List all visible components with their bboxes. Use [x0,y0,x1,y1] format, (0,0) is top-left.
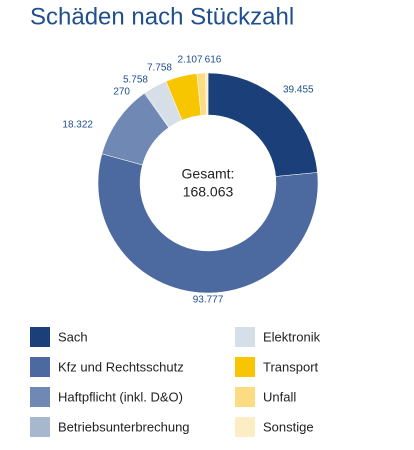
legend-label: Haftpflicht (inkl. D&O) [58,389,183,404]
value-label: 616 [205,55,222,66]
total-value: 168.063 [183,184,234,200]
legend-label: Unfall [263,389,296,404]
legend-swatch [30,387,50,407]
legend-label: Betriebsunterbrechung [58,419,190,434]
total-title: Gesamt: [182,166,235,182]
legend-label: Kfz und Rechtsschutz [58,359,184,374]
value-label: 7.758 [147,63,172,74]
legend-label: Sonstige [263,419,314,434]
legend-label: Transport [263,359,319,374]
legend-swatch [30,327,50,347]
value-label: 93.777 [193,295,224,306]
legend-swatch [235,387,255,407]
value-label: 18.322 [62,120,93,131]
value-label: 270 [113,87,130,98]
value-label: 5.758 [123,75,148,86]
legend-label: Sach [58,329,88,344]
legend-swatch [30,357,50,377]
legend-swatch [235,357,255,377]
legend-swatch [235,417,255,437]
donut-segment [205,72,209,116]
legend-swatch [235,327,255,347]
chart-title: Schäden nach Stückzahl [30,3,294,30]
legend-label: Elektronik [263,329,321,344]
legend-swatch [30,417,50,437]
donut-segment [97,153,319,294]
value-label: 39.455 [283,85,314,96]
value-label: 2.107 [177,55,202,66]
